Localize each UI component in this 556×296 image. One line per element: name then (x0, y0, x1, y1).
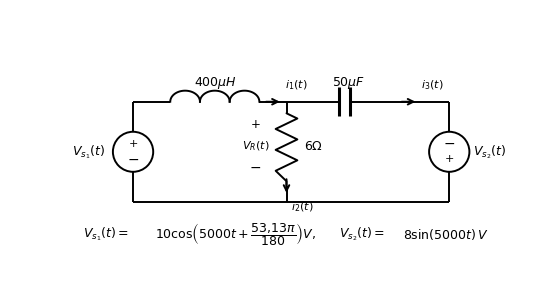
Text: $V_R(t)$: $V_R(t)$ (242, 139, 269, 153)
Text: +: + (128, 139, 138, 149)
Text: $8\sin(5000t)\, V$: $8\sin(5000t)\, V$ (403, 227, 488, 242)
Text: $V_{s_2}(t) =$: $V_{s_2}(t) =$ (339, 225, 385, 243)
Text: $50\mu F$: $50\mu F$ (332, 75, 365, 91)
Text: $V_{s_1}(t)$: $V_{s_1}(t)$ (72, 143, 105, 160)
Text: $V_{s_2}(t)$: $V_{s_2}(t)$ (473, 143, 506, 160)
Text: $i_1(t)$: $i_1(t)$ (285, 79, 307, 92)
Text: +: + (251, 118, 260, 131)
Text: −: − (250, 160, 261, 175)
Text: $10\cos\!\left(5000t + \dfrac{53{,}13\pi}{180}\right) V,$: $10\cos\!\left(5000t + \dfrac{53{,}13\pi… (155, 221, 316, 248)
Text: −: − (444, 137, 455, 151)
Text: +: + (445, 155, 454, 164)
Text: $6\Omega$: $6\Omega$ (304, 139, 322, 152)
Text: $i_2(t)$: $i_2(t)$ (291, 200, 314, 214)
Text: $V_{s_1}(t) =$: $V_{s_1}(t) =$ (83, 225, 130, 243)
Text: $400\mu H$: $400\mu H$ (193, 75, 237, 91)
Text: $i_3(t)$: $i_3(t)$ (420, 79, 443, 92)
Text: −: − (127, 152, 139, 166)
